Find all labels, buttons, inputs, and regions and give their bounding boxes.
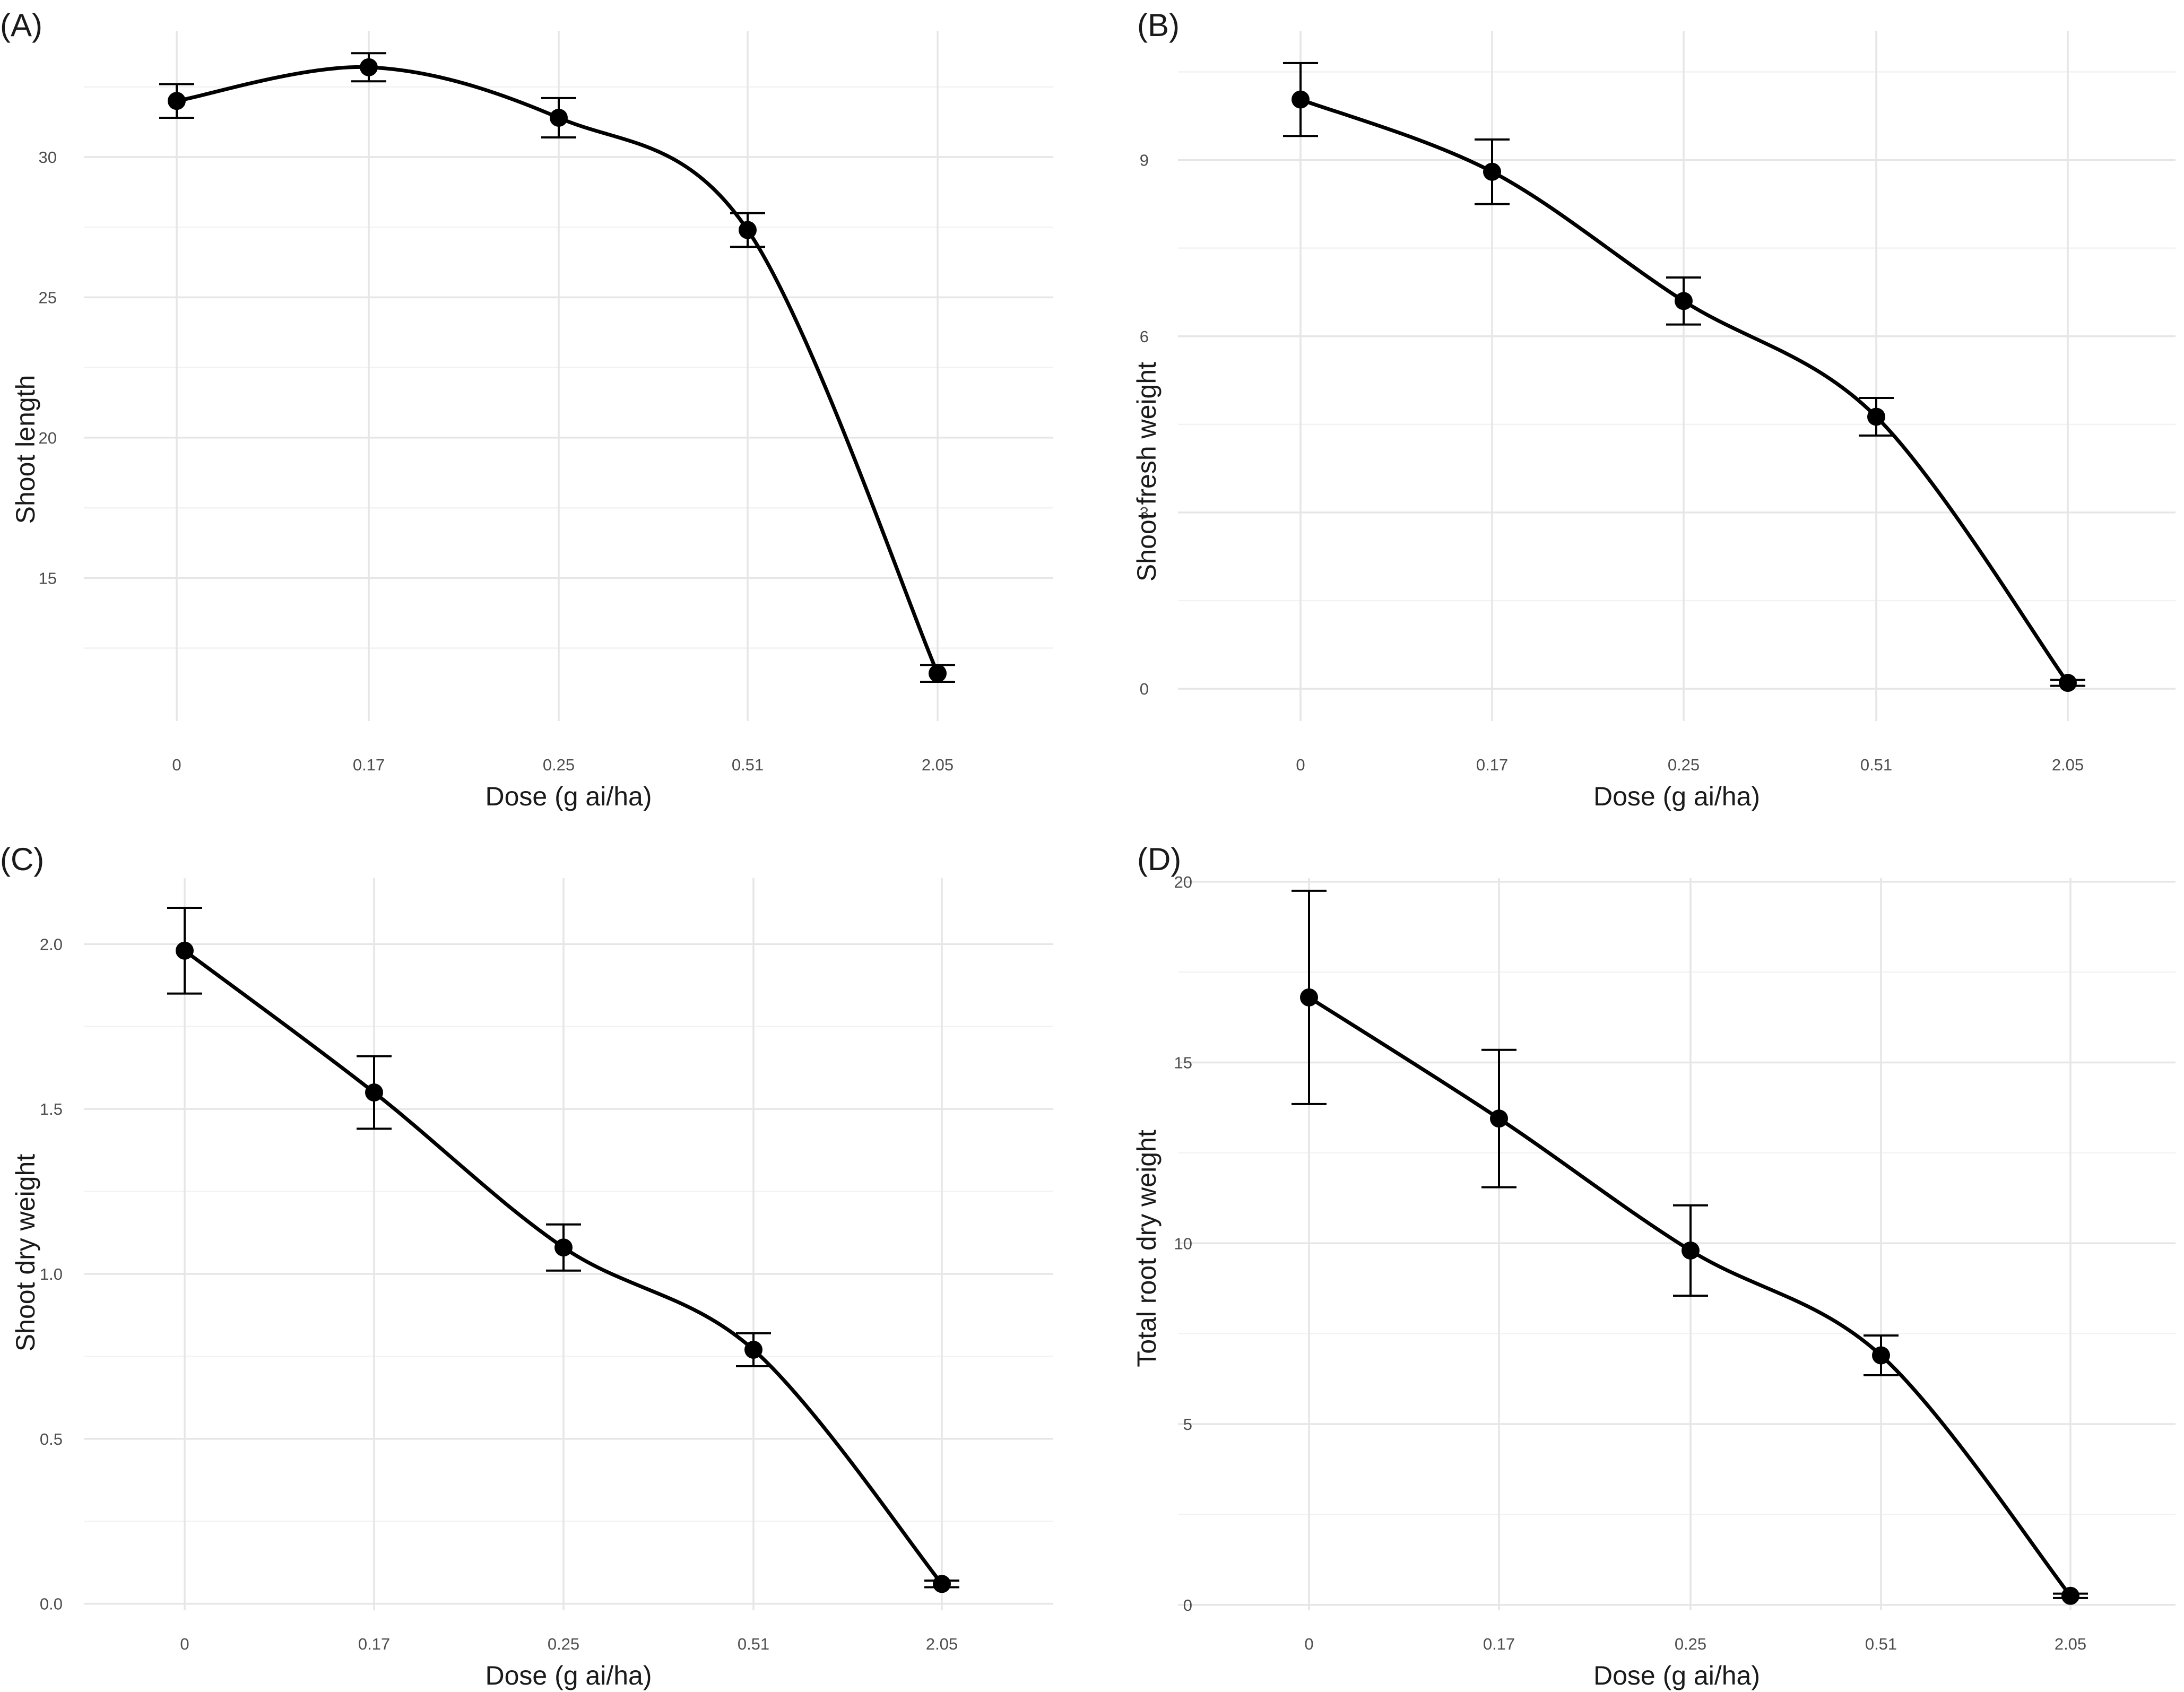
- y-tick-label: 0.0: [40, 1595, 63, 1613]
- y-axis-title: Shoot length: [11, 375, 40, 524]
- y-tick-label: 0: [1140, 680, 1149, 698]
- x-tick-label: 0.51: [1865, 1635, 1897, 1653]
- x-axis-title: Dose (g ai/ha): [1593, 782, 1760, 811]
- y-tick-label: 1.5: [40, 1100, 63, 1118]
- y-tick-label: 20: [1174, 873, 1192, 891]
- data-point: [168, 92, 186, 110]
- y-tick-label: 5: [1183, 1415, 1192, 1434]
- data-point: [2059, 674, 2077, 692]
- y-tick-label: 2.0: [40, 935, 63, 953]
- x-tick-label: 0.25: [1675, 1635, 1706, 1653]
- data-point: [360, 58, 378, 76]
- data-point: [1675, 292, 1693, 310]
- x-tick-label: 0: [1304, 1635, 1313, 1653]
- data-point: [550, 108, 568, 127]
- y-tick-label: 0.5: [40, 1430, 63, 1448]
- x-tick-label: 0.25: [548, 1635, 579, 1653]
- x-tick-label: 0.51: [738, 1635, 769, 1653]
- chart-panel-b: 0 3 6 9 0 0.17 0.25 0.51 2.05 Dose (g ai/ha) Shoot…: [1132, 7, 2176, 811]
- trend-curve: [1298, 98, 2070, 685]
- data-point: [1483, 162, 1501, 181]
- y-tick-label: 30: [39, 148, 57, 167]
- x-tick-label: 0: [180, 1635, 189, 1653]
- x-axis-title: Dose (g ai/ha): [485, 1661, 652, 1690]
- x-tick-label: 0.51: [1860, 756, 1892, 774]
- x-tick-label: 0: [1296, 756, 1305, 774]
- y-tick-label: 9: [1140, 151, 1149, 170]
- y-tick-label: 15: [1174, 1054, 1192, 1072]
- x-tick-label: 0.25: [543, 756, 575, 774]
- panel-letter: (A): [0, 7, 42, 43]
- panel-letter: (D): [1137, 841, 1181, 877]
- chart-panel-c: 0.0 0.5 1.0 1.5 2.0 0 0.17 0.25 0.51 2.05 Dose (g …: [0, 841, 1053, 1690]
- y-tick-label: 1.0: [40, 1265, 63, 1283]
- data-point: [929, 664, 947, 683]
- y-tick-label: 10: [1174, 1234, 1192, 1253]
- data-point: [1300, 988, 1318, 1006]
- data-point: [739, 221, 757, 239]
- x-tick-label: 2.05: [2052, 756, 2084, 774]
- data-point: [1490, 1109, 1508, 1128]
- y-axis-title: Shoot dry weight: [11, 1154, 40, 1352]
- trend-curve: [175, 65, 940, 675]
- x-axis-title: Dose (g ai/ha): [1593, 1661, 1760, 1690]
- panel-letter: (C): [0, 841, 44, 877]
- x-tick-label: 0.17: [1483, 1635, 1515, 1653]
- x-tick-label: 0.25: [1668, 756, 1700, 774]
- data-point: [554, 1238, 573, 1257]
- x-tick-label: 0.17: [358, 1635, 390, 1653]
- x-tick-label: 0: [172, 756, 181, 774]
- trend-curve: [1307, 995, 2073, 1598]
- data-point: [1867, 407, 1885, 426]
- y-tick-label: 6: [1140, 327, 1149, 346]
- panel-letter: (B): [1137, 7, 1180, 43]
- y-tick-label: 20: [39, 429, 57, 447]
- x-tick-label: 2.05: [2055, 1635, 2086, 1653]
- chart-panel-a: 15 20 25 30 0 0.17 0.25 0.51 2.05 Dose (g ai/ha) S…: [0, 7, 1053, 811]
- x-tick-label: 2.05: [926, 1635, 958, 1653]
- data-point: [1292, 90, 1310, 109]
- data-point: [176, 941, 194, 960]
- y-axis-title: Total root dry weight: [1132, 1130, 1162, 1367]
- y-axis-title: Shoot fresh weight: [1132, 362, 1162, 582]
- x-tick-label: 2.05: [922, 756, 954, 774]
- x-tick-label: 0.17: [353, 756, 385, 774]
- y-tick-label: 3: [1140, 504, 1149, 522]
- data-point: [933, 1575, 951, 1593]
- data-point: [1682, 1241, 1700, 1260]
- x-axis-title: Dose (g ai/ha): [485, 782, 652, 811]
- y-tick-label: 0: [1183, 1596, 1192, 1615]
- data-point: [1872, 1346, 1890, 1365]
- y-tick-label: 25: [39, 288, 57, 307]
- data-point: [744, 1340, 762, 1359]
- y-tick-label: 15: [39, 569, 57, 587]
- data-point: [365, 1083, 383, 1102]
- x-tick-label: 0.51: [732, 756, 764, 774]
- chart-panel-d: 0 5 10 15 20 0 0.17 0.25 0.51 2.05 Dose (g ai/ha) T…: [1132, 841, 2176, 1690]
- x-tick-label: 0.17: [1476, 756, 1508, 774]
- data-point: [2061, 1586, 2079, 1605]
